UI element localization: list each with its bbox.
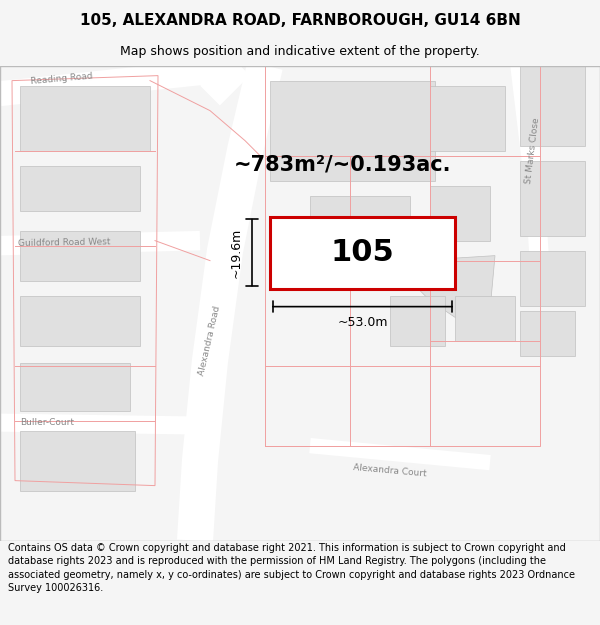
Text: Contains OS data © Crown copyright and database right 2021. This information is : Contains OS data © Crown copyright and d… — [8, 543, 575, 592]
Text: ~783m²/~0.193ac.: ~783m²/~0.193ac. — [234, 154, 451, 174]
Text: Alexandra Court: Alexandra Court — [353, 463, 427, 478]
Bar — [20, 86, 150, 151]
Bar — [520, 66, 585, 146]
Text: Guildford Road West: Guildford Road West — [18, 238, 110, 248]
Bar — [20, 431, 135, 491]
Polygon shape — [415, 256, 495, 321]
Bar — [310, 196, 410, 261]
Bar — [270, 81, 435, 181]
Text: Reading Road: Reading Road — [30, 71, 93, 86]
Bar — [20, 231, 140, 281]
Text: 105, ALEXANDRA ROAD, FARNBOROUGH, GU14 6BN: 105, ALEXANDRA ROAD, FARNBOROUGH, GU14 6… — [80, 13, 520, 28]
Bar — [455, 296, 515, 341]
Bar — [520, 311, 575, 356]
Bar — [520, 161, 585, 236]
Bar — [430, 186, 490, 241]
Text: ~19.6m: ~19.6m — [229, 228, 242, 278]
Bar — [270, 217, 455, 289]
Text: St Marks Close: St Marks Close — [524, 117, 542, 184]
Bar — [520, 251, 585, 306]
Bar — [20, 362, 130, 411]
Bar — [390, 296, 445, 346]
Text: Map shows position and indicative extent of the property.: Map shows position and indicative extent… — [120, 44, 480, 58]
Bar — [430, 86, 505, 151]
Text: 105: 105 — [331, 238, 394, 267]
Text: ~53.0m: ~53.0m — [337, 316, 388, 329]
Bar — [20, 166, 140, 211]
Text: Buller-Court: Buller-Court — [20, 418, 74, 427]
Text: Alexandra Road: Alexandra Road — [197, 305, 223, 376]
Bar — [20, 296, 140, 346]
